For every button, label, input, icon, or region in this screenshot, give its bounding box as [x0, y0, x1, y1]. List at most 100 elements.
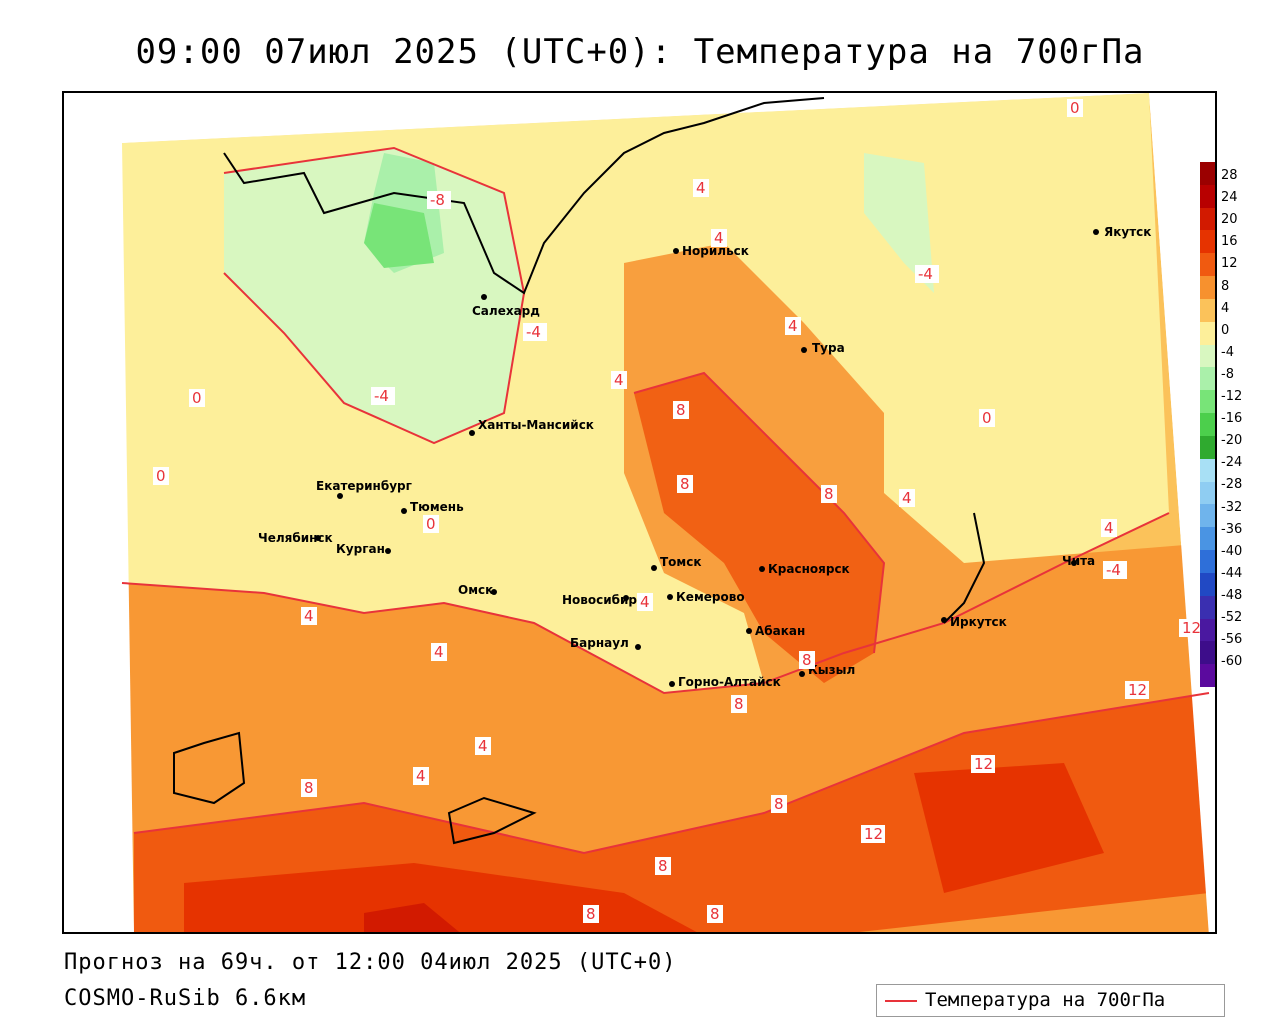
city-label: Курган: [336, 542, 385, 556]
isoline-label-bg: [707, 905, 723, 923]
color-scale-tick: -8: [1221, 366, 1234, 382]
color-scale-band: [1200, 458, 1215, 483]
isoline-label: 0: [156, 467, 166, 485]
isoline-label: 4: [614, 371, 624, 389]
isoline-label-bg: [637, 593, 653, 611]
city-marker: [491, 589, 497, 595]
isoline-label-bg: [371, 387, 395, 405]
isoline-label-bg: [821, 485, 837, 503]
zone-8-12-krasnoyarsk: [634, 373, 884, 683]
isoline-label-bg: [1101, 519, 1117, 537]
isoline-label: 0: [982, 409, 992, 427]
color-scale-band: [1200, 298, 1215, 323]
city-marker: [673, 248, 679, 254]
isoline-label: 12: [1182, 619, 1201, 637]
city-marker: [401, 508, 407, 514]
isoline-label-bg: [427, 191, 451, 209]
city-marker: [651, 565, 657, 571]
city-label: Екатеринбург: [316, 479, 412, 493]
city-marker: [469, 430, 475, 436]
isoline-label: 4: [902, 489, 912, 507]
isoline-label-bg: [1125, 681, 1149, 699]
outside-domain-left: [64, 143, 134, 932]
map-title: 09:00 07июл 2025 (UTC+0): Температура на…: [135, 32, 1145, 72]
isoline-label-bg: [301, 607, 317, 625]
zone-minus4-east: [864, 153, 934, 293]
isoline-labels: 0 -8 4 4 -4 -4 0 4 4 8 8 8 4 0 4 0 0 -4 4 4 4 4 4 8 8 8 8 12 12 12 8 12…: [153, 99, 1203, 923]
isoline-label: 12: [864, 825, 883, 843]
color-scale-band: [1200, 413, 1215, 437]
color-scale-tick: -28: [1221, 477, 1243, 493]
isoline-label-bg: [301, 779, 317, 797]
city-marker: [746, 628, 752, 634]
city-label: Кемерово: [676, 590, 745, 604]
coastlines: [173, 97, 986, 845]
isoline-label-bg: [153, 467, 169, 485]
zone-12-16-east: [914, 763, 1104, 893]
city-marker: [1071, 560, 1077, 566]
isoline-label-bg: [655, 857, 671, 875]
isoline-label: 8: [586, 905, 596, 923]
city-marker: [1093, 229, 1099, 235]
city-label: Омск: [458, 583, 493, 597]
color-scale-band: [1200, 550, 1215, 574]
color-scale-tick: -24: [1221, 455, 1243, 471]
color-scale-tick: 0: [1221, 322, 1230, 338]
color-scale-tick: 24: [1221, 190, 1238, 206]
isoline-label: 8: [802, 651, 812, 669]
color-scale-tick: -20: [1221, 433, 1243, 449]
color-scale-tick: 12: [1221, 256, 1238, 272]
color-scale-tick: -16: [1221, 411, 1243, 427]
city-label: Салехард: [472, 304, 540, 318]
isoline-label: 8: [658, 857, 668, 875]
isoline-label-bg: [1103, 561, 1127, 579]
color-scale-band: [1200, 367, 1215, 391]
forecast-info: Прогноз на 69ч. от 12:00 04июл 2025 (UTC…: [64, 950, 677, 975]
isoline-label: 4: [788, 317, 798, 335]
map-area: Якутск Норильск Салехард Тура Ханты-Мансийск…: [62, 91, 1217, 934]
isoline-label-bg: [431, 643, 447, 661]
isoline-label: 4: [640, 593, 650, 611]
color-scale-band: [1200, 618, 1215, 642]
isoline-label-bg: [475, 737, 491, 755]
isoline-label-bg: [861, 825, 885, 843]
map-legend: Температура на 700гПа: [876, 984, 1225, 1017]
city-marker: [941, 617, 947, 623]
color-scale-band: [1200, 321, 1215, 346]
city-marker: [481, 294, 487, 300]
city-marker: [385, 548, 391, 554]
isoline-label-bg: [771, 795, 787, 813]
isoline-label: 4: [478, 737, 488, 755]
isoline-label: -4: [918, 265, 933, 283]
color-scale-tick: -52: [1221, 610, 1243, 625]
color-scale-tick: 16: [1221, 234, 1238, 250]
isoline-label: 8: [824, 485, 834, 503]
legend-label: Температура на 700гПа: [925, 989, 1166, 1011]
color-scale-band: [1200, 253, 1215, 277]
isoline-label: 8: [774, 795, 784, 813]
city-marker: [635, 644, 641, 650]
color-scale: [1200, 162, 1215, 688]
isoline-label: -8: [430, 191, 445, 209]
city-marker: [337, 493, 343, 499]
city-label: Иркутск: [950, 615, 1007, 629]
city-label: Чита: [1062, 554, 1095, 568]
color-scale-band: [1200, 527, 1215, 551]
isoline-label-bg: [693, 179, 709, 197]
model-name: COSMO-RuSib 6.6км: [64, 986, 307, 1011]
color-scale-band: [1200, 207, 1215, 231]
city-markers: Якутск Норильск Салехард Тура Ханты-Мансийск…: [258, 225, 1151, 689]
city-marker: [759, 566, 765, 572]
isoline-label-bg: [673, 401, 689, 419]
outside-domain-top: [64, 93, 1149, 143]
isoline-label: 8: [710, 905, 720, 923]
color-scale-band: [1200, 390, 1215, 414]
color-scale-band: [1200, 184, 1215, 209]
isoline-label-bg: [785, 317, 801, 335]
color-scale-band: [1200, 162, 1215, 186]
temperature-map: Якутск Норильск Салехард Тура Ханты-Мансийск…: [64, 93, 1215, 932]
city-label: Томск: [660, 555, 702, 569]
color-scale-band: [1200, 504, 1215, 528]
isoline-label: 0: [426, 515, 436, 533]
city-marker: [799, 671, 805, 677]
